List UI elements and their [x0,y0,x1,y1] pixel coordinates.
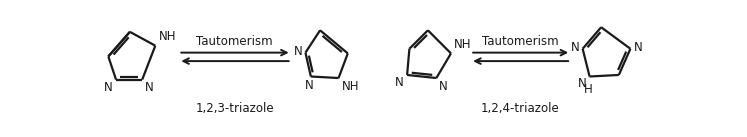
Text: N: N [294,45,303,58]
Text: N: N [633,41,642,54]
Text: Tautomerism: Tautomerism [482,35,559,48]
Text: NH: NH [454,38,471,51]
Text: 1,2,4-triazole: 1,2,4-triazole [481,102,560,115]
Text: N: N [571,41,580,54]
Text: N: N [395,76,404,89]
Text: N: N [438,80,447,93]
Text: N: N [144,81,153,94]
Text: NH: NH [158,30,176,43]
Text: H: H [583,83,592,96]
Text: N: N [577,77,586,90]
Text: Tautomerism: Tautomerism [196,35,273,48]
Text: N: N [305,79,314,92]
Text: N: N [104,81,113,94]
Text: 1,2,3-triazole: 1,2,3-triazole [195,102,274,115]
Text: NH: NH [341,80,359,93]
